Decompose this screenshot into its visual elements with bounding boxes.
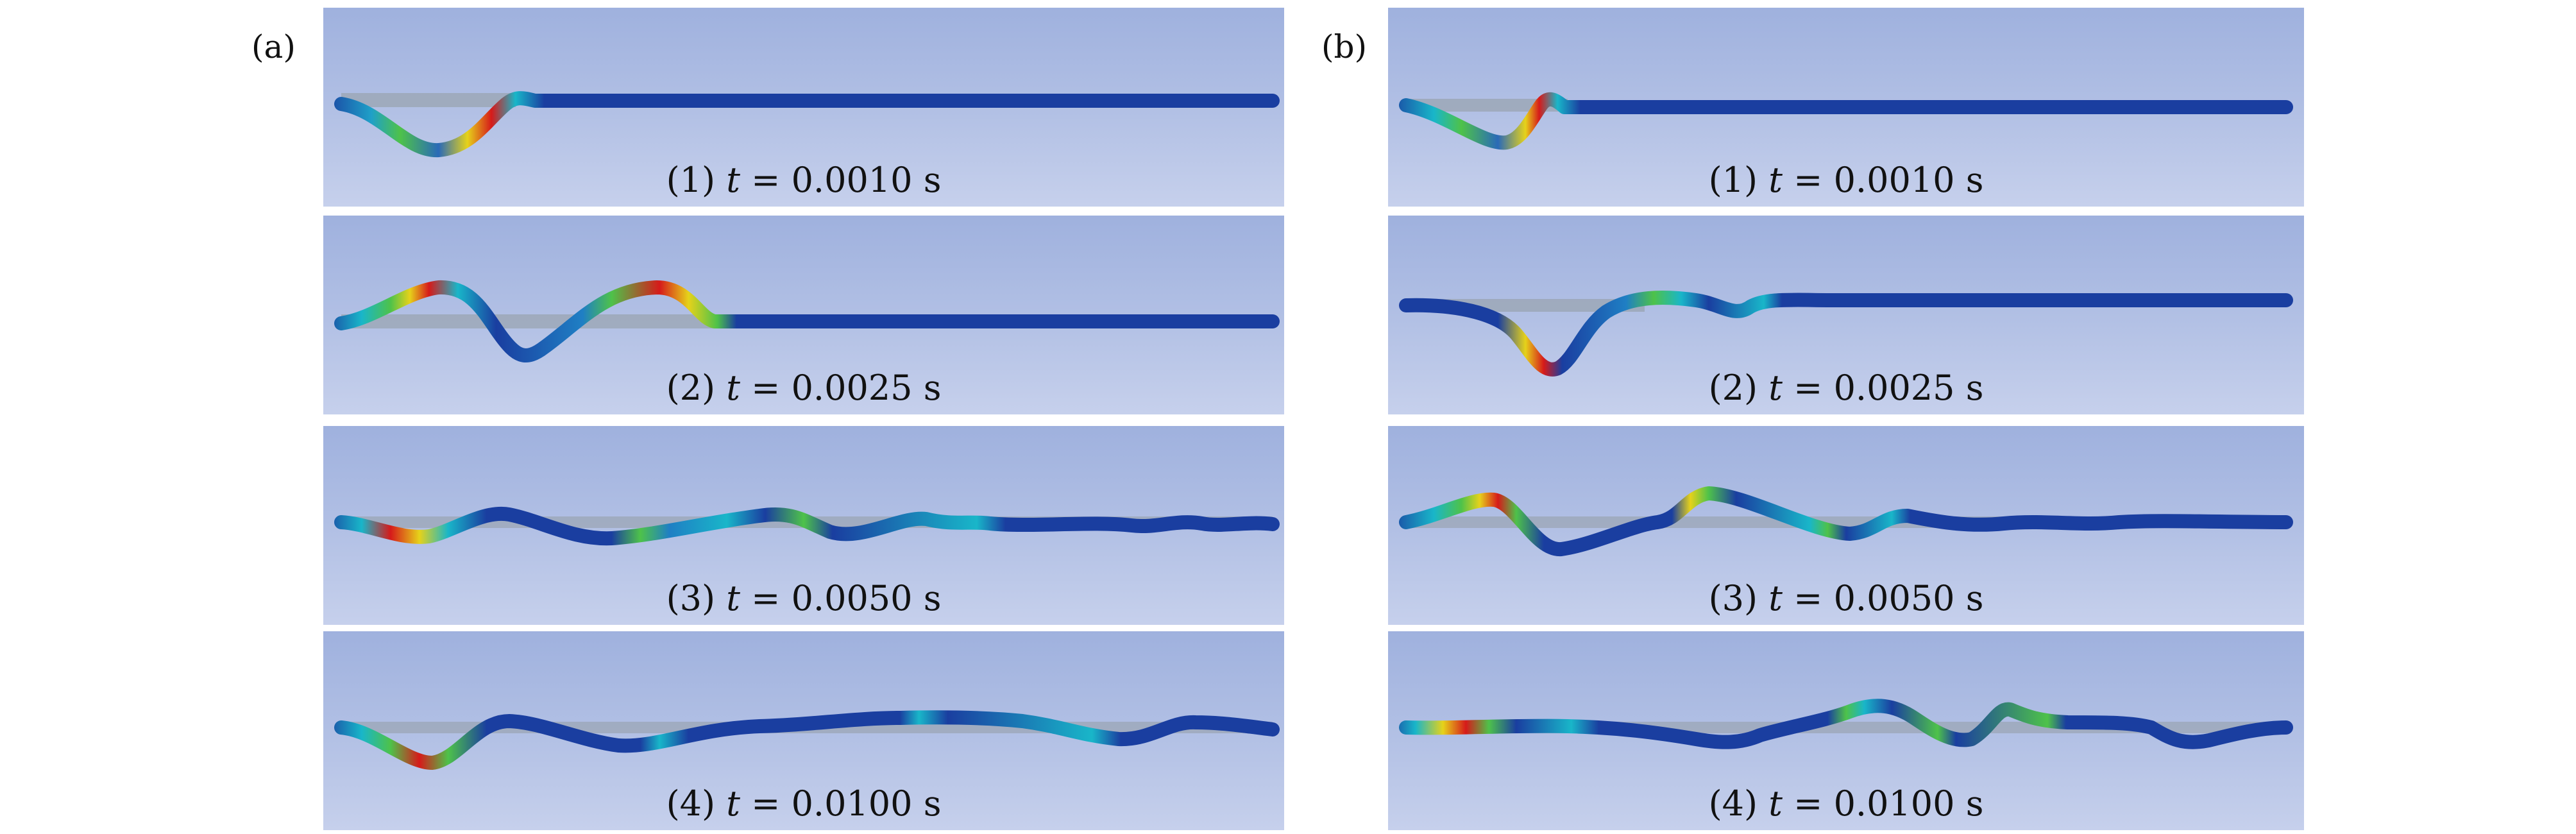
beam-graphic: [334, 710, 1280, 770]
panel-b3: (3) t = 0.0050 s: [1388, 426, 2304, 625]
panel-caption: (3) t = 0.0050 s: [666, 577, 942, 618]
beam-shape: [334, 91, 1280, 158]
beam-graphic: [1399, 291, 2293, 377]
panel-b4: (4) t = 0.0100 s: [1388, 631, 2304, 830]
beam-graphic: [334, 91, 1280, 158]
panel-caption: (4) t = 0.0100 s: [666, 783, 942, 824]
panel-caption: (1) t = 0.0010 s: [1708, 159, 1984, 200]
beam-shape: [334, 280, 1280, 362]
beam-shape: [334, 506, 1280, 546]
beam-graphic: [1399, 92, 2293, 150]
panel-caption: (1) t = 0.0010 s: [666, 159, 942, 200]
panel-a4: (4) t = 0.0100 s: [323, 631, 1284, 830]
beam-graphic: [1399, 486, 2293, 556]
panel-caption: (4) t = 0.0100 s: [1708, 783, 1984, 824]
panel-b1: (1) t = 0.0010 s: [1388, 8, 2304, 207]
panel-b2: (2) t = 0.0025 s: [1388, 216, 2304, 414]
panel-a1: (1) t = 0.0010 s: [323, 8, 1284, 207]
panel-caption: (2) t = 0.0025 s: [666, 367, 942, 408]
beam-graphic: [334, 280, 1280, 362]
beam-shape: [334, 710, 1280, 770]
beam-graphic: [334, 506, 1280, 546]
panel-caption: (3) t = 0.0050 s: [1708, 577, 1984, 618]
figure-label-b: (b): [1321, 28, 1368, 65]
panel-a2: (2) t = 0.0025 s: [323, 216, 1284, 414]
figure-label-a: (a): [251, 28, 296, 65]
panel-caption: (2) t = 0.0025 s: [1708, 367, 1984, 408]
beam-shape: [1399, 92, 2293, 150]
beam-shape: [1399, 291, 2293, 377]
beam-shape: [1399, 699, 2293, 749]
beam-graphic: [1399, 699, 2293, 749]
beam-shape: [1399, 486, 2293, 556]
panel-a3: (3) t = 0.0050 s: [323, 426, 1284, 625]
